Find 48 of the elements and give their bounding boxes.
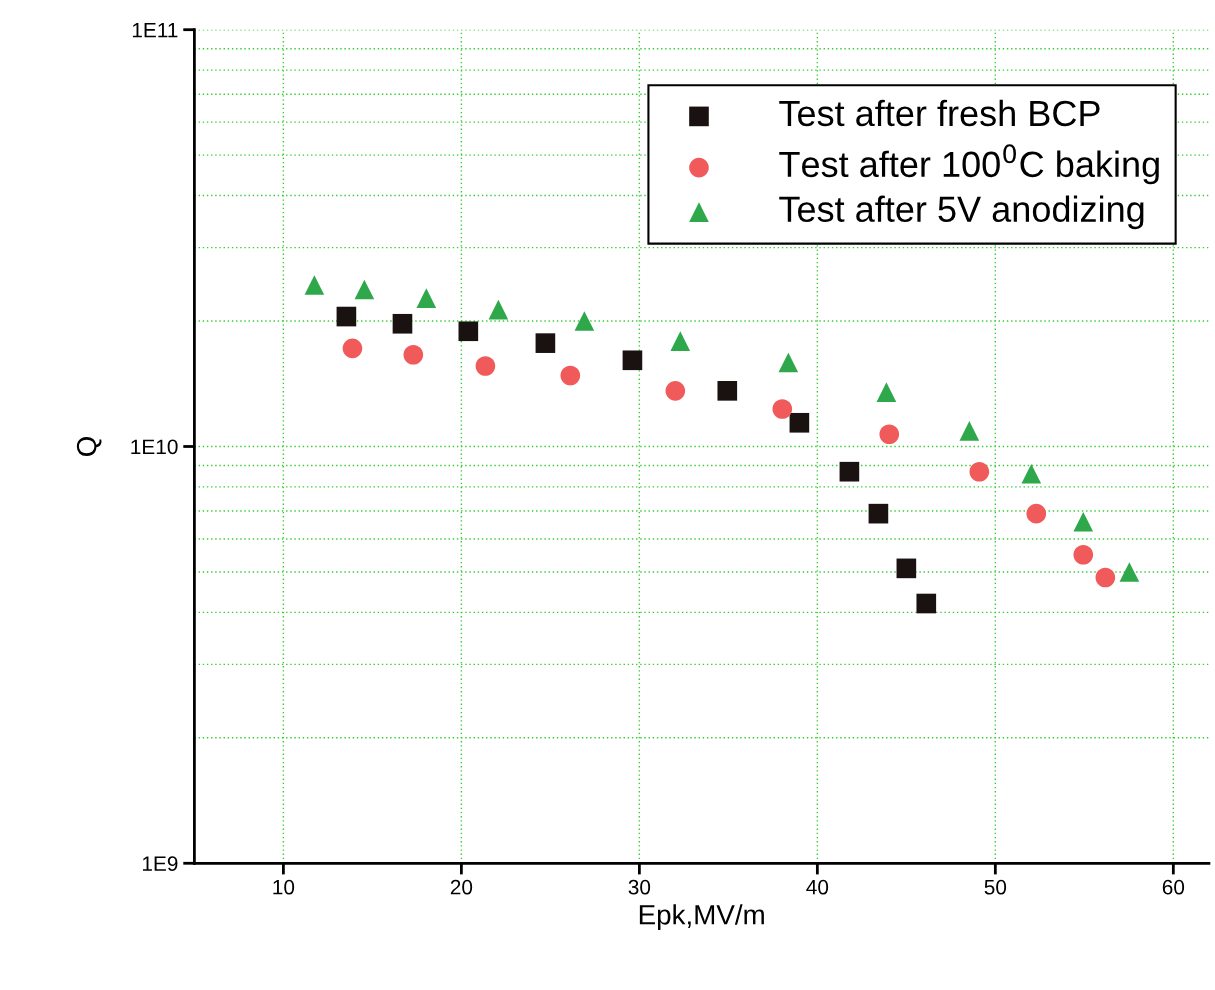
point <box>839 461 860 482</box>
point <box>916 593 937 614</box>
y-axis-title: Q <box>76 437 102 456</box>
point <box>959 421 980 441</box>
point <box>560 365 581 386</box>
point <box>772 399 793 419</box>
point <box>1026 503 1047 524</box>
x-tick-label: 50 <box>984 879 1007 895</box>
point <box>1073 544 1094 565</box>
point <box>488 299 509 320</box>
point <box>1073 511 1094 532</box>
point <box>665 381 686 401</box>
point <box>969 461 990 482</box>
legend-label: Test after fresh BCP <box>779 99 1100 127</box>
point <box>778 352 799 373</box>
point <box>622 350 643 371</box>
x-tick-label: 30 <box>628 879 651 895</box>
point <box>392 313 413 334</box>
point <box>1021 463 1042 484</box>
point <box>876 382 897 402</box>
point <box>304 275 325 295</box>
point <box>342 338 363 359</box>
legend-label: Test after 5V anodizing <box>779 195 1144 230</box>
point <box>717 381 738 401</box>
point <box>336 306 357 327</box>
point <box>416 288 437 308</box>
point <box>403 344 424 365</box>
x-tick-label: 10 <box>273 879 295 895</box>
point <box>1119 562 1140 582</box>
point <box>458 321 479 342</box>
point <box>868 503 889 524</box>
point <box>670 331 691 351</box>
point <box>475 356 496 376</box>
point <box>879 424 900 445</box>
x-tick-label: 40 <box>806 879 829 895</box>
y-tick-label: 1E10 <box>131 439 178 455</box>
y-tick-label: 1E11 <box>132 22 178 38</box>
y-tick-label: 1E9 <box>142 856 178 872</box>
legend-label: Test after 100$^{0}$C baking <box>779 144 1159 185</box>
x-tick-label: 20 <box>450 879 473 895</box>
point <box>574 311 595 331</box>
point <box>354 279 375 300</box>
x-axis-title: Epk,MV/m <box>639 904 764 931</box>
point <box>896 558 917 579</box>
point <box>535 333 556 353</box>
x-tick-label: 60 <box>1162 879 1185 895</box>
point <box>789 412 810 433</box>
point <box>1095 567 1116 588</box>
